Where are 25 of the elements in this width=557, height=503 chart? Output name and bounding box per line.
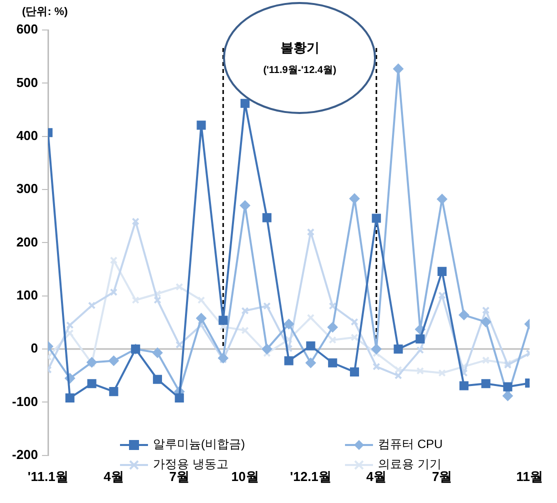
x-tick-label: 4월 xyxy=(104,468,124,484)
y-tick-label: 100 xyxy=(16,287,38,302)
y-tick-label: -100 xyxy=(12,394,38,409)
x-tick-label: 7월 xyxy=(169,468,190,484)
legend-label: 의료용 기기 xyxy=(378,456,442,471)
legend-label: 가정용 냉동고 xyxy=(153,456,228,471)
x-tick-label: '12.1월 xyxy=(290,468,332,484)
x-tick-label: '11.1월 xyxy=(28,468,68,484)
legend-label: 알루미늄(비합금) xyxy=(153,436,245,453)
x-tick-label: 7월 xyxy=(432,468,452,484)
y-tick-label: 300 xyxy=(16,181,38,196)
annotation: ('11.9월-'12.4월) xyxy=(263,64,336,77)
legend-label: 컴퓨터 CPU xyxy=(378,436,443,453)
x-tick-label: 10월 xyxy=(231,468,259,484)
y-axis-title: (단위: %) xyxy=(22,5,68,19)
y-tick-label: 500 xyxy=(16,74,38,90)
y-tick-label: 600 xyxy=(16,22,38,37)
x-tick-label: 11월 xyxy=(516,468,544,484)
y-tick-label: 400 xyxy=(16,128,38,143)
x-tick-label: 4월 xyxy=(366,468,387,484)
annotation: 불황기 xyxy=(280,39,320,57)
y-tick-label: -200 xyxy=(12,446,38,462)
ellipse-outline: 불황기 ('11.9월-'12.4월) xyxy=(223,2,376,114)
y-tick-label: 200 xyxy=(16,234,38,250)
y-tick-label: 0 xyxy=(30,340,38,356)
